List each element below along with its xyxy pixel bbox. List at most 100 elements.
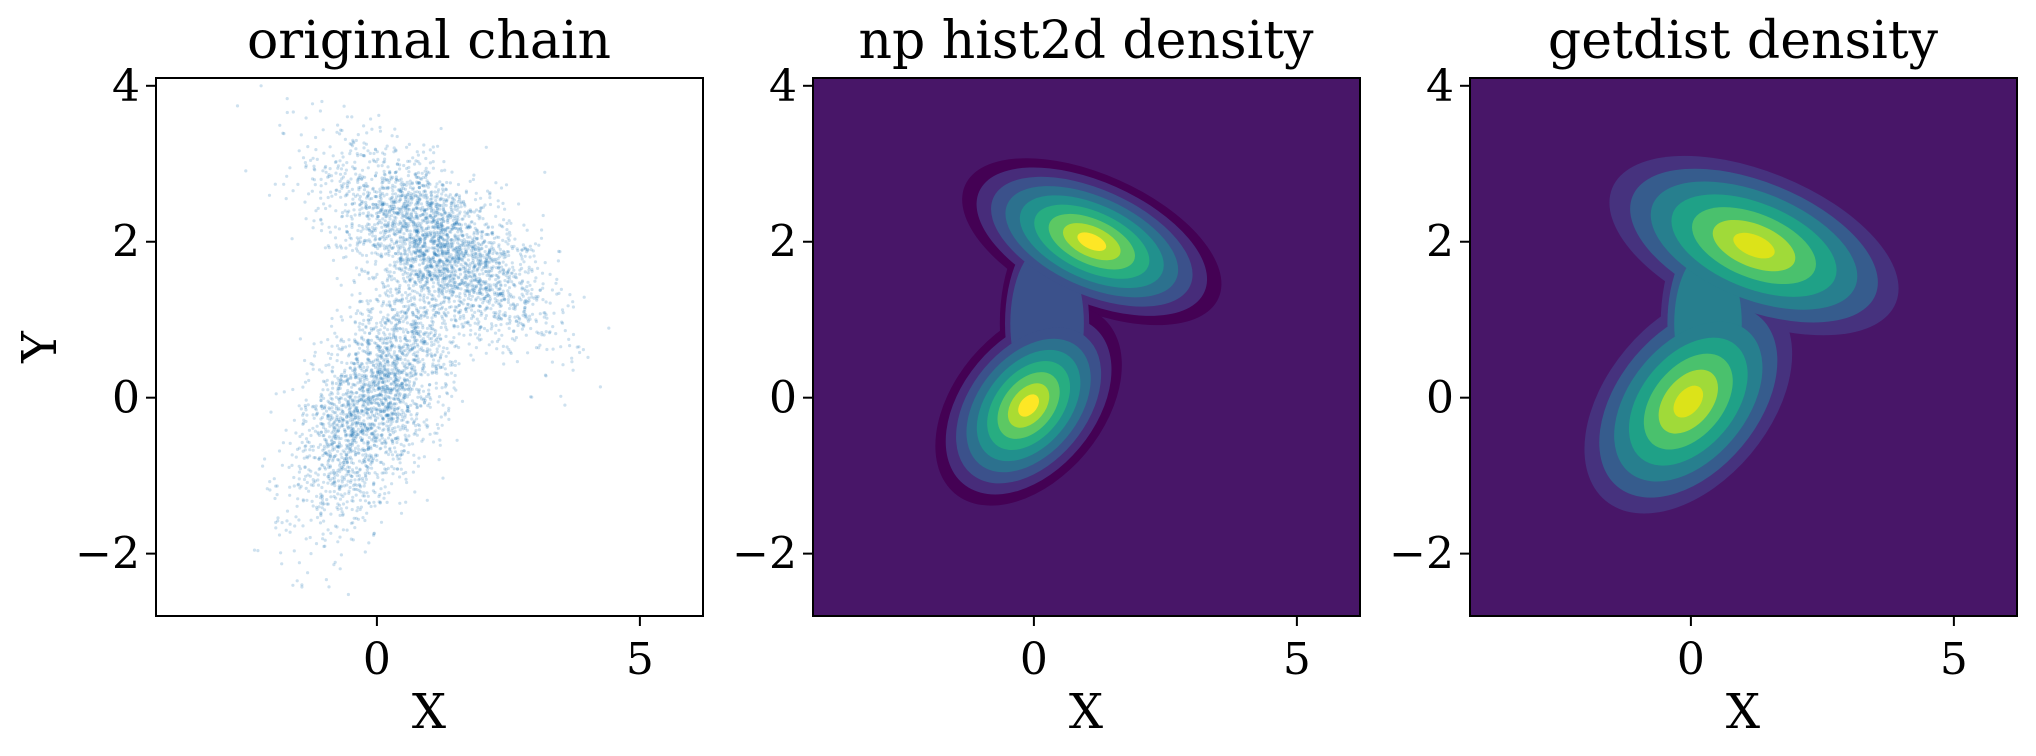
scatter-point xyxy=(335,276,339,281)
scatter-point xyxy=(475,237,479,241)
scatter-point xyxy=(322,151,326,155)
scatter-point xyxy=(358,328,362,332)
scatter-point xyxy=(425,331,429,335)
scatter-point xyxy=(351,138,355,142)
scatter-point xyxy=(413,241,417,245)
scatter-point xyxy=(446,248,450,252)
scatter-point xyxy=(413,280,417,284)
scatter-point xyxy=(530,287,534,292)
scatter-point xyxy=(392,379,396,383)
scatter-point xyxy=(415,190,419,194)
scatter-point xyxy=(425,232,429,236)
scatter-point xyxy=(383,326,387,330)
scatter-point xyxy=(353,478,357,482)
scatter-point xyxy=(483,250,487,254)
scatter-point xyxy=(557,291,561,295)
scatter-point xyxy=(375,272,379,276)
scatter-point xyxy=(422,253,426,257)
scatter-point xyxy=(418,162,422,166)
scatter-point xyxy=(403,433,407,437)
scatter-point xyxy=(367,314,371,318)
scatter-point xyxy=(390,327,394,331)
scatter-point xyxy=(296,182,300,186)
scatter-point xyxy=(411,352,415,357)
scatter-point xyxy=(528,314,532,318)
scatter-point xyxy=(336,386,340,390)
scatter-point xyxy=(506,280,510,284)
scatter-point xyxy=(508,314,512,319)
scatter-point xyxy=(495,235,499,239)
scatter-point xyxy=(391,192,395,196)
scatter-point xyxy=(498,261,502,266)
scatter-point xyxy=(462,333,466,337)
scatter-point xyxy=(356,506,360,510)
scatter-point xyxy=(480,230,484,234)
scatter-point xyxy=(495,252,499,256)
scatter-point xyxy=(355,483,359,487)
scatter-point xyxy=(380,318,384,322)
scatter-point xyxy=(419,316,423,320)
scatter-point xyxy=(331,386,335,390)
scatter-point xyxy=(484,295,488,299)
scatter-point xyxy=(494,266,499,270)
scatter-point xyxy=(457,222,461,226)
scatter-point xyxy=(453,319,458,323)
scatter-point xyxy=(449,245,453,249)
scatter-point xyxy=(388,270,392,274)
scatter-point xyxy=(441,183,445,187)
scatter-point xyxy=(419,289,424,293)
scatter-point xyxy=(456,200,460,204)
scatter-point xyxy=(466,282,470,286)
scatter-point xyxy=(411,245,415,249)
scatter-point xyxy=(345,528,349,532)
scatter-point xyxy=(417,263,422,267)
scatter-point xyxy=(472,243,476,247)
scatter-point xyxy=(441,261,445,265)
scatter-point xyxy=(463,283,467,287)
scatter-point xyxy=(430,340,434,344)
scatter-point xyxy=(501,249,506,253)
scatter-point xyxy=(473,222,477,226)
scatter-point xyxy=(422,261,426,265)
scatter-point xyxy=(403,387,408,391)
scatter-point xyxy=(444,233,448,237)
scatter-point xyxy=(460,399,465,403)
scatter-point xyxy=(369,447,373,451)
scatter-point xyxy=(368,228,372,233)
scatter-point xyxy=(407,304,411,308)
scatter-point xyxy=(468,271,472,275)
scatter-point xyxy=(449,289,453,293)
scatter-point xyxy=(347,344,352,348)
scatter-point xyxy=(405,275,410,279)
scatter-point xyxy=(408,362,412,366)
scatter-point xyxy=(343,194,347,198)
scatter-point xyxy=(400,298,404,302)
scatter-point xyxy=(333,225,337,229)
scatter-point xyxy=(416,464,420,468)
scatter-point xyxy=(397,210,401,214)
scatter-point xyxy=(344,203,348,207)
scatter-point xyxy=(319,421,323,426)
scatter-point xyxy=(309,433,313,438)
scatter-point xyxy=(367,541,371,545)
scatter-point xyxy=(356,433,360,437)
scatter-point xyxy=(464,309,468,314)
scatter-point xyxy=(280,562,284,566)
scatter-point xyxy=(468,262,472,266)
scatter-point xyxy=(354,138,358,143)
scatter-point xyxy=(432,328,436,332)
scatter-point xyxy=(478,282,482,286)
scatter-point xyxy=(419,177,423,181)
scatter-point xyxy=(486,226,490,230)
scatter-point xyxy=(383,291,387,295)
scatter-point xyxy=(302,456,306,460)
scatter-point xyxy=(444,188,448,192)
scatter-point xyxy=(299,407,303,411)
scatter-point xyxy=(369,416,373,420)
scatter-point xyxy=(459,200,464,204)
scatter-point xyxy=(351,197,355,201)
scatter-point xyxy=(367,501,371,505)
scatter-point xyxy=(432,251,436,255)
scatter-point xyxy=(356,133,360,137)
